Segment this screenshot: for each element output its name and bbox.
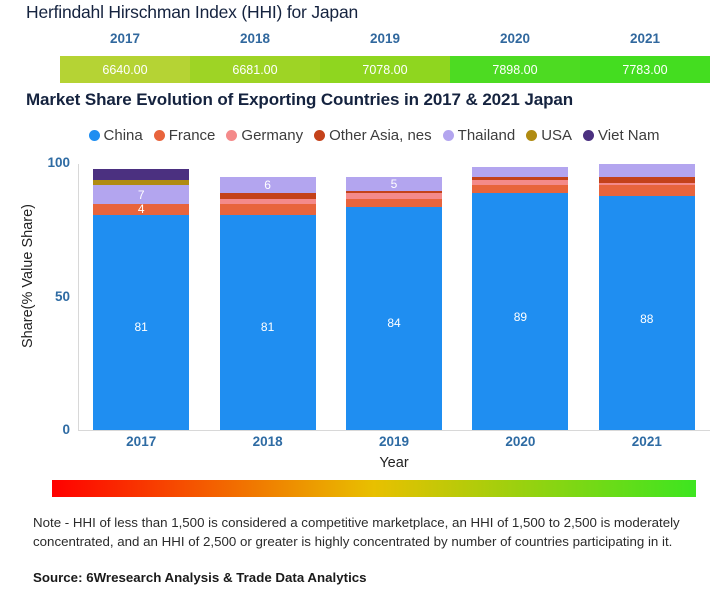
legend-swatch-icon [583,130,595,141]
bar-segment-thailand[interactable]: 6 [219,177,316,194]
hhi-year-header-row: 2017 2018 2019 2020 2021 [60,31,710,46]
legend-item-other-asia-nes[interactable]: Other Asia, nes [314,127,432,144]
bar-segment-thailand[interactable]: 7 [93,185,190,204]
hhi-value-cell-2018: 6681.00 [190,56,320,83]
x-tick-label-2017: 2017 [126,434,157,449]
source-text: Source: 6Wresearch Analysis & Trade Data… [33,570,367,585]
legend-item-label: Other Asia, nes [329,127,432,144]
y-axis-title: Share(% Value Share) [20,204,36,349]
bar-slot-2018: 81 6 [204,164,330,430]
stacked-bar-2017[interactable]: 81 4 7 [93,164,190,430]
bar-segment-value-label: 84 [387,316,401,331]
hhi-value-bar: 6640.00 6681.00 7078.00 7898.00 7783.00 [60,56,710,83]
legend-item-china[interactable]: China [88,127,143,144]
legend-item-label: Thailand [457,127,516,144]
stacked-bar-2018[interactable]: 81 6 [219,164,316,430]
bar-segment-value-label: 81 [134,320,148,335]
bar-segment-france[interactable] [345,198,443,207]
stacked-bar-2021[interactable]: 88 [598,164,695,430]
hhi-title: Herfindahl Hirschman Index (HHI) for Jap… [26,2,359,22]
bar-segment-germany[interactable] [472,179,569,186]
x-tick-label-2021: 2021 [631,434,662,449]
bar-slot-2017: 81 4 7 [78,164,204,430]
legend-swatch-icon [226,130,238,141]
legend-swatch-icon [314,130,326,141]
legend-item-usa[interactable]: USA [526,127,572,144]
bar-segment-usa[interactable] [93,180,190,186]
bar-segment-france[interactable] [219,203,316,215]
x-axis-line [78,430,710,431]
bar-segment-china[interactable]: 84 [345,206,443,430]
stacked-bar-group: 81 4 7 81 6 84 5 89 88 [78,164,710,430]
legend-item-thailand[interactable]: Thailand [442,127,516,144]
bar-segment-value-label: 89 [513,310,528,325]
x-tick-label-2019: 2019 [378,434,410,449]
x-axis-tick-labels: 2017 2018 2019 2020 2021 [78,434,710,449]
bar-segment-value-label: 5 [390,176,398,191]
legend-swatch-icon [442,130,454,141]
bar-segment-other-asia-nes[interactable] [219,193,316,199]
bar-segment-germany[interactable] [219,198,316,204]
legend-swatch-icon [526,130,538,141]
bar-segment-thailand[interactable] [472,166,569,178]
bar-segment-france[interactable] [598,185,695,196]
bar-segment-thailand[interactable] [598,164,695,178]
chart-title: Market Share Evolution of Exporting Coun… [26,90,573,109]
hhi-value-cell-2017: 6640.00 [60,56,190,83]
bar-segment-germany[interactable] [598,182,695,186]
bar-segment-viet-nam[interactable] [93,169,190,180]
bar-segment-other-asia-nes[interactable] [598,177,695,183]
legend-item-germany[interactable]: Germany [226,127,303,144]
legend-item-label: China [103,127,143,144]
bar-slot-2020: 89 [457,164,583,430]
y-tick-label-100: 100 [47,155,70,170]
plot-area: Share(% Value Share) 100 50 0 81 4 7 81 6 84 5… [0,150,720,471]
legend-item-label: Viet Nam [598,127,660,144]
hhi-year-2017: 2017 [109,31,141,46]
bar-slot-2021: 88 [584,164,710,430]
y-tick-label-50: 50 [54,289,70,304]
legend-item-france[interactable]: France [153,127,216,144]
legend-swatch-icon [88,130,100,141]
x-tick-label-2020: 2020 [505,434,536,449]
hhi-year-2019: 2019 [369,31,401,46]
x-axis-title: Year [379,455,409,471]
y-axis-line [78,164,79,430]
hhi-value-cell-2019: 7078.00 [320,56,450,83]
x-tick-label-2018: 2018 [252,434,283,449]
legend-swatch-icon [153,130,165,141]
hhi-scale-gradient-bar [52,480,696,497]
hhi-year-2018: 2018 [239,31,271,46]
chart-legend: China France Germany Other Asia, nes Thailan… [36,127,712,144]
bar-segment-value-label: 7 [137,187,145,202]
hhi-value-cell-2021: 7783.00 [580,56,710,83]
bar-segment-value-label: 4 [137,202,145,217]
bar-segment-other-asia-nes[interactable] [472,177,569,180]
bar-segment-other-asia-nes[interactable] [345,190,443,194]
hhi-value-cell-2020: 7898.00 [450,56,580,83]
bar-segment-france[interactable]: 4 [93,202,190,217]
y-tick-label-0: 0 [62,422,70,437]
stacked-bar-2019[interactable]: 84 5 [345,164,443,430]
bar-segment-china[interactable]: 88 [598,195,695,430]
bar-segment-china[interactable]: 81 [93,214,190,430]
bar-segment-value-label: 81 [260,320,275,335]
bar-segment-value-label: 88 [640,311,654,326]
bar-segment-value-label: 6 [264,178,271,193]
hhi-year-2021: 2021 [629,31,661,46]
legend-item-viet-nam[interactable]: Viet Nam [583,127,659,144]
legend-item-label: France [168,127,216,144]
bar-segment-germany[interactable] [345,193,443,199]
stacked-bar-2020[interactable]: 89 [472,164,569,430]
note-text: Note - HHI of less than 1,500 is conside… [33,515,680,549]
bar-segment-thailand[interactable]: 5 [345,176,443,191]
bar-segment-china[interactable]: 81 [219,214,316,430]
legend-item-label: Germany [241,127,304,144]
bar-segment-china[interactable]: 89 [472,193,569,430]
hhi-year-2020: 2020 [499,31,531,46]
bar-slot-2019: 84 5 [331,164,457,430]
legend-item-label: USA [541,127,573,144]
bar-segment-france[interactable] [472,185,569,194]
